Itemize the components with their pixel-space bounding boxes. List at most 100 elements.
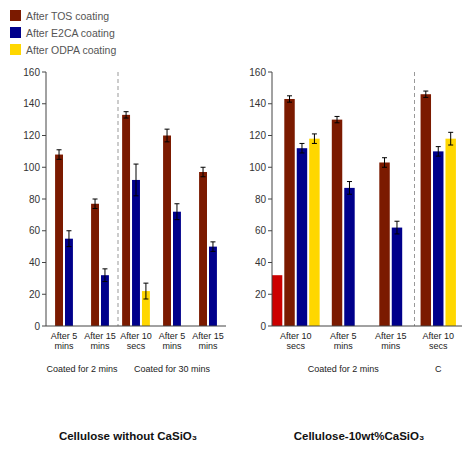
error-cap xyxy=(201,167,206,168)
error-bar xyxy=(436,147,441,157)
error-stem xyxy=(145,283,146,299)
error-cap xyxy=(394,221,399,222)
bar xyxy=(122,115,130,326)
error-bar xyxy=(423,91,428,97)
y-tick-label: 0 xyxy=(260,321,266,332)
error-cap xyxy=(165,129,170,130)
error-cap xyxy=(201,176,206,177)
group-separator xyxy=(118,72,119,326)
error-cap xyxy=(423,91,428,92)
error-cap xyxy=(174,203,179,204)
y-tick xyxy=(42,262,46,263)
x-axis-line xyxy=(46,326,226,327)
error-stem xyxy=(384,158,385,168)
error-cap xyxy=(124,111,129,112)
category-label: After 10secs xyxy=(280,331,312,351)
category-label: After 5mins xyxy=(51,331,78,351)
legend-label: After E2CA coating xyxy=(26,27,115,39)
error-stem xyxy=(68,231,69,247)
error-cap xyxy=(57,159,62,160)
panel: 020406080100120140160After 5minsAfter 15… xyxy=(23,67,226,443)
bar xyxy=(433,151,443,326)
y-tick-label: 40 xyxy=(29,257,41,268)
bar xyxy=(199,172,207,326)
bar xyxy=(392,228,402,326)
error-cap xyxy=(210,241,215,242)
error-bar xyxy=(57,150,62,160)
error-cap xyxy=(165,141,170,142)
error-stem xyxy=(136,164,137,196)
group-label: Coated for 2 mins xyxy=(46,364,118,374)
legend-swatch xyxy=(10,27,21,38)
error-cap xyxy=(448,145,453,146)
panel: 020406080100120140160After 10secsAfter 5… xyxy=(249,67,462,443)
category-label: After 10secs xyxy=(422,331,454,351)
x-axis-line xyxy=(272,326,462,327)
error-stem xyxy=(425,91,426,97)
error-bar xyxy=(299,143,304,153)
error-bar xyxy=(312,134,317,144)
bar xyxy=(297,148,307,326)
y-tick-label: 100 xyxy=(249,162,266,173)
error-stem xyxy=(126,112,127,118)
y-tick-label: 60 xyxy=(255,225,267,236)
y-tick-label: 140 xyxy=(249,98,266,109)
error-cap xyxy=(448,132,453,133)
y-tick xyxy=(42,199,46,200)
error-cap xyxy=(134,164,139,165)
y-tick xyxy=(42,135,46,136)
category-label: After 15mins xyxy=(375,331,407,351)
error-stem xyxy=(176,204,177,220)
error-cap xyxy=(143,283,148,284)
y-tick-label: 120 xyxy=(23,130,40,141)
bar xyxy=(421,94,431,326)
error-cap xyxy=(134,195,139,196)
error-stem xyxy=(349,182,350,195)
y-tick xyxy=(268,103,272,104)
error-stem xyxy=(438,147,439,157)
error-bar xyxy=(287,96,292,102)
error-bar xyxy=(66,231,71,247)
legend-label: After TOS coating xyxy=(26,10,109,22)
bar xyxy=(332,120,342,326)
error-cap xyxy=(57,149,62,150)
bar xyxy=(344,188,354,326)
y-tick xyxy=(268,135,272,136)
error-bar xyxy=(448,132,453,145)
group-separator xyxy=(414,72,415,326)
error-stem xyxy=(301,143,302,153)
error-cap xyxy=(102,268,107,269)
error-cap xyxy=(312,133,317,134)
bar xyxy=(209,247,217,326)
y-tick-label: 100 xyxy=(23,162,40,173)
y-tick xyxy=(268,167,272,168)
error-cap xyxy=(143,299,148,300)
error-cap xyxy=(382,157,387,158)
error-cap xyxy=(102,281,107,282)
error-stem xyxy=(59,150,60,160)
error-stem xyxy=(396,221,397,234)
y-tick xyxy=(42,103,46,104)
y-tick xyxy=(42,294,46,295)
error-stem xyxy=(212,242,213,252)
legend-label: After ODPA coating xyxy=(26,44,116,56)
bar xyxy=(445,139,455,326)
error-cap xyxy=(287,95,292,96)
error-cap xyxy=(299,143,304,144)
y-tick xyxy=(268,199,272,200)
y-tick-label: 160 xyxy=(249,67,266,78)
group-label: C xyxy=(435,364,442,374)
error-stem xyxy=(203,167,204,177)
error-stem xyxy=(167,129,168,142)
error-cap xyxy=(299,152,304,153)
y-tick-label: 20 xyxy=(29,289,41,300)
error-cap xyxy=(382,167,387,168)
y-tick xyxy=(268,72,272,73)
bar xyxy=(55,155,63,326)
error-cap xyxy=(423,97,428,98)
category-label: After 5mins xyxy=(330,331,357,351)
category-label: After 15mins xyxy=(192,331,224,351)
y-tick xyxy=(42,326,46,327)
group-label: Coated for 30 mins xyxy=(134,364,211,374)
category-label: After 5mins xyxy=(159,331,186,351)
